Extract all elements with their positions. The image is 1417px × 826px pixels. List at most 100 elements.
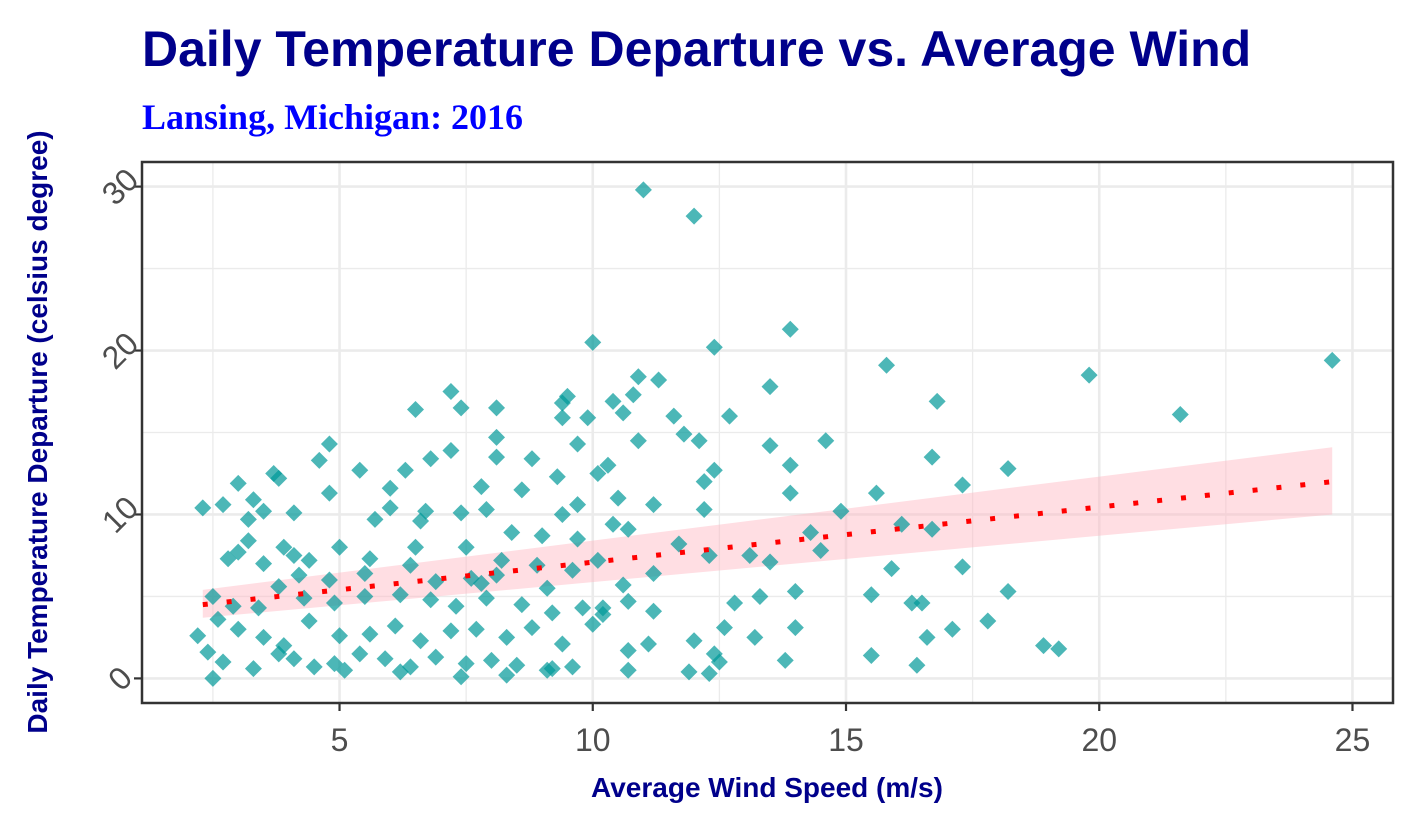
data-point xyxy=(634,181,652,199)
x-tick-label: 15 xyxy=(828,722,864,758)
y-axis-ticks: 0 10 20 30 xyxy=(95,161,146,697)
data-point xyxy=(614,404,632,422)
data-point xyxy=(721,407,739,425)
x-axis-ticks: 5 10 15 20 25 xyxy=(331,703,1370,758)
data-point xyxy=(214,653,232,671)
data-point xyxy=(452,504,470,522)
data-point xyxy=(204,587,222,605)
data-point xyxy=(1323,351,1341,369)
data-point xyxy=(913,594,931,612)
data-point xyxy=(204,669,222,687)
data-point xyxy=(1050,640,1068,658)
data-point xyxy=(472,574,490,592)
data-point xyxy=(619,520,637,538)
data-point xyxy=(645,564,663,582)
data-point xyxy=(538,661,556,679)
data-point xyxy=(786,619,804,637)
data-point xyxy=(442,622,460,640)
data-point xyxy=(477,589,495,607)
data-point xyxy=(209,610,227,628)
data-point xyxy=(832,502,850,520)
y-tick-label: 30 xyxy=(95,161,146,212)
data-point xyxy=(391,586,409,604)
data-point xyxy=(862,586,880,604)
data-point xyxy=(361,550,379,568)
data-point xyxy=(781,320,799,338)
x-axis-title: Average Wind Speed (m/s) xyxy=(591,772,943,803)
data-point xyxy=(741,546,759,564)
data-point xyxy=(331,538,349,556)
data-point xyxy=(239,510,257,528)
data-point xyxy=(300,551,318,569)
data-point xyxy=(457,655,475,673)
data-point xyxy=(569,435,587,453)
data-point xyxy=(513,596,531,614)
data-point xyxy=(285,504,303,522)
data-point xyxy=(680,663,698,681)
data-point xyxy=(867,484,885,502)
data-point xyxy=(452,399,470,417)
data-point xyxy=(290,566,308,584)
data-point xyxy=(781,456,799,474)
data-point xyxy=(361,625,379,643)
data-point xyxy=(356,587,374,605)
data-point xyxy=(320,435,338,453)
data-point xyxy=(533,527,551,545)
data-point xyxy=(903,594,921,612)
data-point xyxy=(239,532,257,550)
data-point xyxy=(781,484,799,502)
data-point xyxy=(498,666,516,684)
data-point xyxy=(619,642,637,660)
data-point xyxy=(255,555,273,573)
data-point xyxy=(670,535,688,553)
data-point xyxy=(569,496,587,514)
data-point xyxy=(943,620,961,638)
data-point xyxy=(599,456,617,474)
data-point xyxy=(543,604,561,622)
x-tick-label: 10 xyxy=(575,722,611,758)
data-point xyxy=(604,515,622,533)
data-point xyxy=(878,356,896,374)
data-point xyxy=(705,461,723,479)
data-point xyxy=(553,635,571,653)
data-point xyxy=(761,437,779,455)
data-point xyxy=(614,576,632,594)
data-point xyxy=(751,587,769,605)
data-point xyxy=(406,538,424,556)
y-axis-title: Daily Temperature Departure (celsius deg… xyxy=(22,130,53,733)
data-point xyxy=(726,594,744,612)
data-point xyxy=(422,450,440,468)
y-tick-label: 0 xyxy=(101,659,139,697)
data-point xyxy=(802,524,820,542)
data-point xyxy=(270,578,288,596)
data-point xyxy=(928,392,946,410)
data-point xyxy=(229,620,247,638)
x-tick-label: 5 xyxy=(331,722,349,758)
data-point xyxy=(325,594,343,612)
data-point xyxy=(761,378,779,396)
data-point xyxy=(503,524,521,542)
data-point xyxy=(619,661,637,679)
data-point xyxy=(249,599,267,617)
data-point xyxy=(645,496,663,514)
grid-major xyxy=(142,162,1393,703)
data-point xyxy=(1080,366,1098,384)
data-point xyxy=(629,432,647,450)
data-point xyxy=(229,474,247,492)
plot-panel xyxy=(140,160,1395,705)
data-point xyxy=(705,338,723,356)
data-point xyxy=(498,628,516,646)
data-point xyxy=(270,469,288,487)
data-point xyxy=(447,597,465,615)
data-point xyxy=(194,499,212,517)
data-point xyxy=(381,479,399,497)
data-point xyxy=(427,573,445,591)
data-point xyxy=(761,553,779,571)
data-point xyxy=(523,619,541,637)
data-point xyxy=(396,461,414,479)
data-point xyxy=(422,591,440,609)
data-point xyxy=(199,643,217,661)
data-point xyxy=(690,432,708,450)
data-point xyxy=(457,538,475,556)
data-point xyxy=(579,409,597,427)
